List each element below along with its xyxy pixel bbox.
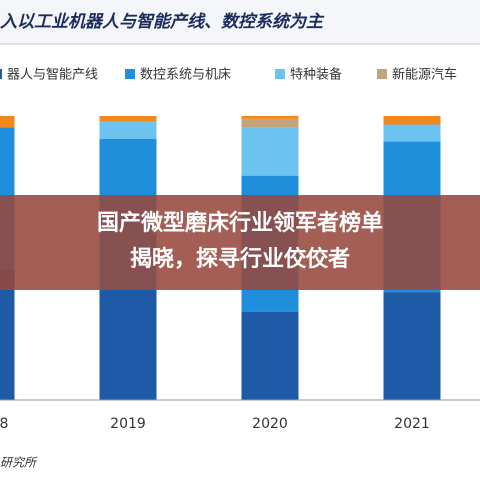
overlay-title: 国产微型磨床行业领军者榜单 bbox=[97, 210, 383, 236]
bar-segment bbox=[0, 116, 15, 128]
bar-segment bbox=[241, 311, 299, 400]
title-band bbox=[0, 0, 480, 44]
chart-title: 入以工业机器人与智能产线、数控系统为主 bbox=[0, 12, 325, 32]
bar-segment bbox=[99, 121, 157, 139]
bar-segment bbox=[383, 292, 441, 400]
bar-segment bbox=[99, 289, 157, 400]
bar-segment bbox=[383, 124, 441, 142]
overlay-banner bbox=[0, 195, 480, 290]
x-tick-label: 2019 bbox=[110, 416, 146, 432]
legend-swatch bbox=[125, 69, 135, 79]
bar-segment bbox=[99, 116, 157, 122]
legend-swatch bbox=[0, 69, 2, 79]
legend-label: 器人与智能产线 bbox=[7, 68, 98, 83]
bar-segment bbox=[0, 269, 15, 400]
bar-segment bbox=[241, 118, 299, 128]
legend-label: 数控系统与机床 bbox=[140, 68, 231, 83]
legend-swatch bbox=[377, 69, 387, 79]
legend-label: 特种装备 bbox=[290, 67, 342, 83]
x-tick-label: 2021 bbox=[394, 416, 430, 432]
bar-segment bbox=[241, 116, 299, 119]
legend-swatch bbox=[275, 69, 285, 79]
overlay-title: 揭晓，探寻行业佼佼者 bbox=[130, 246, 350, 272]
bar-segment bbox=[241, 127, 299, 176]
x-tick-label: 2020 bbox=[252, 416, 288, 432]
source: 研究所 bbox=[0, 456, 38, 470]
bar-segment bbox=[383, 116, 441, 125]
x-tick-label: 8 bbox=[0, 416, 8, 432]
legend-label: 新能源汽车 bbox=[392, 67, 457, 83]
